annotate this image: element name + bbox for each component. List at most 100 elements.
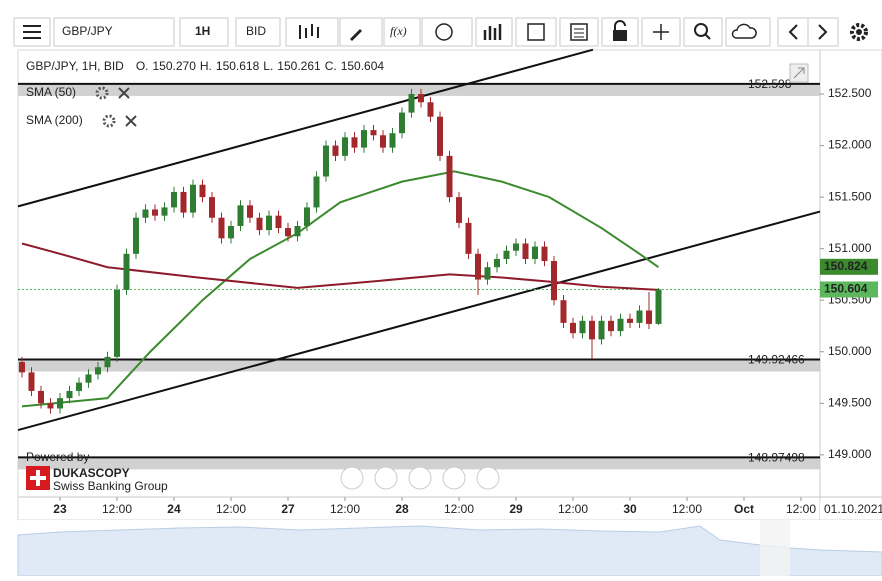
chart-type-button[interactable] [285, 17, 339, 47]
candle-body [645, 310, 652, 324]
candle-body [512, 243, 519, 251]
candle-body [256, 217, 263, 231]
axes: 152.500152.000151.500151.000150.500150.0… [53, 86, 882, 519]
draw-button[interactable] [339, 17, 383, 47]
powered-by: Powered by [26, 450, 89, 464]
ohlc-key: C. [325, 59, 337, 73]
y-tick-label: 150.000 [828, 344, 872, 358]
fx-label: f(x) [390, 24, 407, 38]
candle-body [151, 209, 158, 216]
candle-body [94, 367, 101, 375]
level-label: 149.92466 [748, 353, 805, 367]
x-tick-label: 30 [623, 502, 637, 516]
candle-body [617, 318, 624, 332]
price-tag-label: 150.824 [824, 259, 868, 273]
trendlines [17, 48, 821, 432]
indicator-settings[interactable] [102, 114, 116, 128]
candle-body [37, 390, 44, 404]
candle-body [408, 94, 415, 113]
side-select[interactable]: BID [235, 17, 281, 47]
candle-body [56, 398, 63, 409]
levels: 152.598 149.92466 148.97498 [18, 77, 820, 470]
y-tick-label: 151.000 [828, 241, 872, 255]
ohlc-value: 150.261 [277, 59, 321, 73]
branding: Powered by DUKASCOPY Swiss Banking Group [26, 450, 168, 493]
candle-body [265, 215, 272, 231]
candle-body [436, 116, 443, 156]
calendar-button[interactable] [515, 17, 557, 47]
x-tick-label: 12:00 [216, 502, 246, 516]
menu-button[interactable] [13, 17, 51, 47]
candle-body [47, 403, 54, 409]
interval: 1H [195, 24, 210, 38]
level-band [18, 83, 820, 96]
prev-button[interactable] [777, 17, 809, 47]
zoom-in[interactable] [442, 466, 466, 490]
scroll-right[interactable] [476, 466, 500, 490]
y-tick-label: 152.500 [828, 86, 872, 100]
candle-body [123, 253, 130, 290]
toolbar: GBP/JPY 1H BID f(x) [0, 0, 882, 50]
candle-body [417, 94, 424, 103]
candle-body [85, 374, 92, 383]
scroll-left[interactable] [340, 466, 364, 490]
x-tick-label: 24 [167, 502, 181, 516]
candle-body [313, 176, 320, 208]
indicator-legend: SMA (50) SMA (200) [26, 85, 137, 128]
x-tick-label: Oct [734, 502, 754, 516]
indicators-button[interactable]: f(x) [383, 17, 421, 47]
ohlc-value: 150.270 [153, 59, 197, 73]
x-tick-label: 23 [53, 502, 67, 516]
candle-body [246, 205, 253, 218]
candle-body [218, 217, 225, 239]
candle-body [503, 250, 510, 259]
info-button[interactable] [421, 17, 473, 47]
ohlc-key: H. [200, 59, 212, 73]
candle-body [626, 318, 633, 323]
brand-tagline: Swiss Banking Group [53, 479, 168, 493]
candle-body [379, 135, 386, 148]
candle-body [522, 243, 529, 259]
nav-controls [340, 466, 500, 490]
x-tick-label: 12:00 [558, 502, 588, 516]
news-button[interactable] [559, 17, 599, 47]
zoom-button[interactable] [683, 17, 723, 47]
candle-body [322, 145, 329, 177]
lock-button[interactable] [601, 17, 639, 47]
candle-body [341, 137, 348, 156]
brand-name: DUKASCOPY [53, 466, 130, 480]
candle-body [275, 215, 282, 229]
upload-button[interactable] [725, 17, 771, 47]
candle-body [303, 207, 310, 226]
candle-body [170, 191, 177, 208]
candle-body [531, 246, 538, 259]
legend-line: GBP/JPY, 1H, BID O. 150.270 H. 150.618 L. 150.… [26, 59, 384, 73]
candle-body [465, 222, 472, 254]
candle-body [28, 372, 35, 391]
candle-body [655, 289, 662, 324]
indicator-remove[interactable] [118, 87, 130, 99]
candle-body [607, 320, 614, 332]
candle-body [598, 320, 605, 340]
candle-body [189, 184, 196, 213]
volume-button[interactable] [475, 17, 513, 47]
crosshair-button[interactable] [641, 17, 681, 47]
reset[interactable] [408, 466, 432, 490]
indicator-remove[interactable] [125, 115, 137, 127]
indicator-settings[interactable] [95, 86, 109, 100]
symbol-select[interactable]: GBP/JPY [53, 17, 175, 47]
interval-select[interactable]: 1H [179, 17, 229, 47]
candle-body [142, 209, 149, 218]
candle-body [474, 253, 481, 280]
next-button[interactable] [807, 17, 839, 47]
candle-body [550, 261, 557, 301]
ohlc-value: 150.604 [341, 59, 385, 73]
candle-body [579, 320, 586, 334]
expand-button[interactable] [789, 63, 809, 83]
candle-body [227, 225, 234, 239]
candle-body [398, 112, 405, 134]
zoom-out[interactable] [374, 466, 398, 490]
candle-body [113, 289, 120, 357]
settings-button[interactable] [850, 23, 868, 41]
